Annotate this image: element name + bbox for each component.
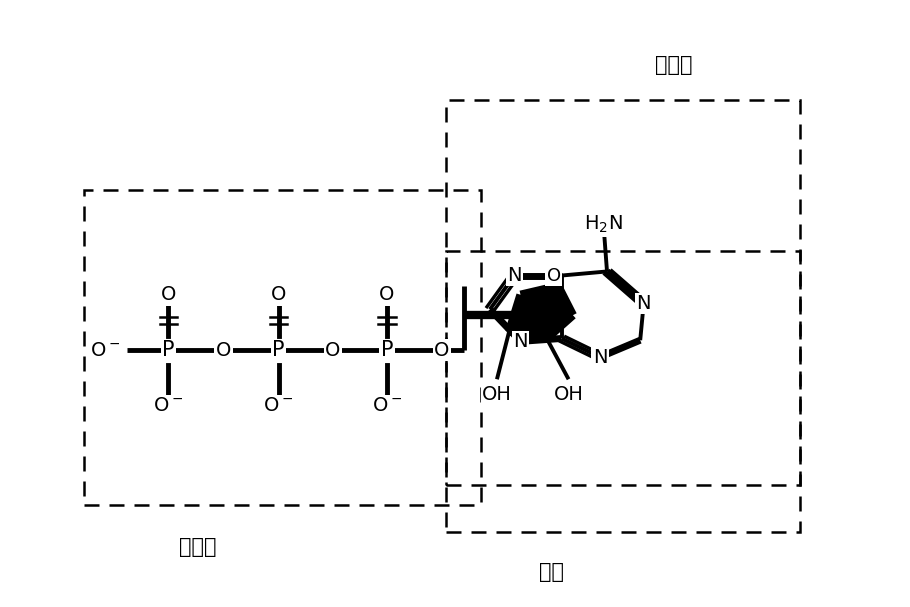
Text: O$^-$: O$^-$: [90, 341, 121, 359]
Text: O: O: [216, 341, 231, 359]
Polygon shape: [510, 286, 573, 339]
Text: N: N: [513, 332, 528, 351]
Text: N: N: [636, 294, 651, 313]
Text: O: O: [325, 341, 340, 359]
Bar: [446, 251, 800, 532]
Bar: [84, 190, 481, 504]
Text: O$^-$: O$^-$: [154, 396, 184, 415]
Text: 三磷酸: 三磷酸: [178, 537, 216, 557]
Text: N: N: [513, 332, 528, 351]
Text: N: N: [592, 348, 607, 367]
Text: OH: OH: [553, 385, 583, 404]
Text: O$^-$: O$^-$: [372, 396, 402, 415]
Text: O: O: [379, 285, 395, 304]
Text: H$_2$N: H$_2$N: [584, 214, 622, 236]
Text: O: O: [434, 341, 450, 359]
Text: O: O: [271, 285, 287, 304]
Text: O$^-$: O$^-$: [263, 396, 294, 415]
Text: O: O: [547, 266, 561, 285]
Text: 腺嘌呤: 腺嘌呤: [654, 55, 693, 75]
Bar: [446, 100, 800, 486]
Text: P: P: [272, 340, 285, 360]
Text: N: N: [507, 266, 521, 285]
Text: O: O: [161, 285, 177, 304]
Text: 核糖: 核糖: [539, 561, 563, 582]
Text: OH: OH: [482, 385, 511, 404]
Text: P: P: [162, 340, 175, 360]
Text: P: P: [380, 340, 393, 360]
